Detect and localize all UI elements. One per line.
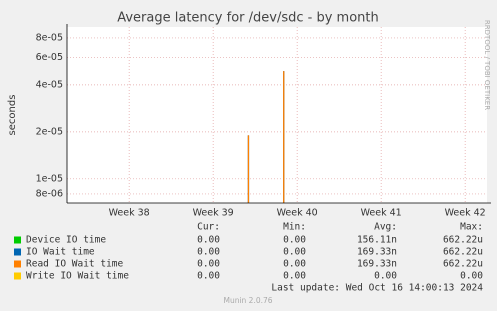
stat-value: 662.22u [443, 247, 483, 258]
stat-value: 0.00 [283, 259, 306, 270]
chart-title: Average latency for /dev/sdc - by month [117, 11, 379, 26]
stat-value: 0.00 [283, 235, 306, 246]
stat-header: Cur: [197, 222, 220, 233]
legend-label: Write IO Wait time [26, 271, 129, 282]
y-tick-label: 8e-05 [36, 32, 63, 43]
stat-header: Max: [460, 222, 483, 233]
plot-area [67, 27, 487, 203]
stat-value: 0.00 [197, 247, 220, 258]
x-tick-label: Week 41 [361, 208, 402, 219]
legend-swatch [14, 272, 21, 280]
side-label: RRDTOOL / TOBI OETIKER [483, 20, 491, 110]
y-tick-label: 1e-05 [36, 173, 63, 184]
stat-value: 0.00 [283, 271, 306, 282]
x-tick-label: Week 40 [277, 208, 318, 219]
stat-value: 0.00 [197, 235, 220, 246]
y-tick-label: 8e-06 [36, 188, 63, 199]
last-update: Last update: Wed Oct 16 14:00:13 2024 [271, 283, 483, 294]
stat-value: 169.33n [357, 259, 397, 270]
stat-value: 0.00 [197, 259, 220, 270]
legend-label: IO Wait time [26, 247, 95, 258]
stat-value: 169.33n [357, 247, 397, 258]
stat-value: 662.22u [443, 235, 483, 246]
y-tick-label: 2e-05 [36, 126, 63, 137]
stat-header: Avg: [374, 222, 397, 233]
stat-value: 0.00 [374, 271, 397, 282]
x-tick-label: Week 42 [445, 208, 486, 219]
legend-label: Read IO Wait time [26, 259, 124, 270]
stat-value: 156.11n [357, 235, 397, 246]
x-tick-label: Week 38 [109, 208, 150, 219]
stat-value: 0.00 [460, 271, 483, 282]
stat-value: 0.00 [197, 271, 220, 282]
stat-value: 662.22u [443, 259, 483, 270]
stat-value: 0.00 [283, 247, 306, 258]
legend-swatch [14, 236, 21, 244]
stat-header: Min: [283, 222, 306, 233]
y-tick-label: 4e-05 [36, 79, 63, 90]
footer: Munin 2.0.76 [223, 296, 272, 305]
legend-label: Device IO time [26, 235, 106, 246]
y-tick-label: 6e-05 [36, 52, 63, 63]
y-axis-label: seconds [7, 95, 18, 136]
legend-swatch [14, 260, 21, 268]
x-tick-label: Week 39 [193, 208, 234, 219]
legend-swatch [14, 248, 21, 256]
